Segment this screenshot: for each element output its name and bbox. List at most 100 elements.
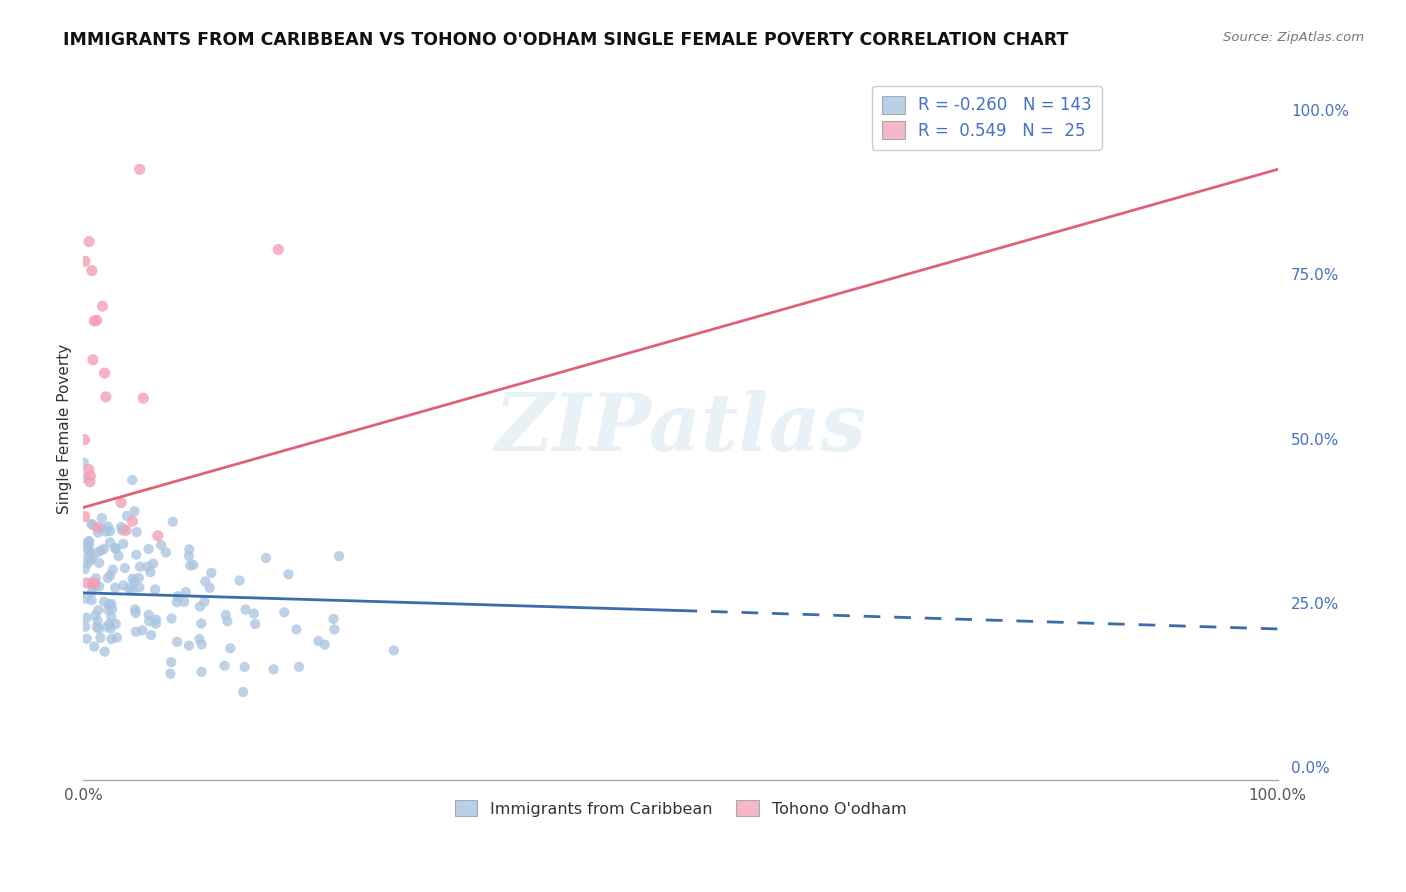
Point <box>190 616 212 631</box>
Point <box>114 561 136 575</box>
Point <box>121 572 143 586</box>
Point <box>125 624 148 639</box>
Point <box>314 638 336 652</box>
Point <box>82 352 104 367</box>
Point <box>166 635 188 649</box>
Point <box>121 473 143 487</box>
Point <box>90 543 112 558</box>
Point <box>75 591 97 606</box>
Point <box>98 568 121 582</box>
Point <box>131 624 153 638</box>
Point <box>73 254 96 268</box>
Point <box>96 620 118 634</box>
Point <box>217 615 239 629</box>
Text: Source: ZipAtlas.com: Source: ZipAtlas.com <box>1223 31 1364 45</box>
Point <box>138 542 160 557</box>
Point <box>308 634 330 648</box>
Point <box>79 468 101 483</box>
Point <box>273 605 295 619</box>
Point <box>124 602 146 616</box>
Point <box>75 537 97 551</box>
Point <box>83 576 105 591</box>
Point <box>162 515 184 529</box>
Point <box>93 366 115 380</box>
Point <box>87 622 110 636</box>
Point <box>84 579 107 593</box>
Point <box>243 607 266 621</box>
Point <box>125 606 148 620</box>
Point <box>382 643 405 657</box>
Text: ZIPatlas: ZIPatlas <box>495 390 866 467</box>
Point <box>80 516 103 531</box>
Point <box>87 545 110 559</box>
Point <box>82 578 104 592</box>
Point <box>219 641 242 656</box>
Point <box>142 557 165 571</box>
Point <box>105 631 128 645</box>
Point <box>235 602 257 616</box>
Point <box>89 631 111 645</box>
Point <box>86 520 108 534</box>
Point <box>100 609 122 624</box>
Point <box>188 632 211 646</box>
Point <box>82 518 104 533</box>
Point <box>245 617 267 632</box>
Point <box>73 433 96 447</box>
Point <box>83 640 105 654</box>
Point <box>128 162 150 177</box>
Point <box>98 617 121 632</box>
Point <box>77 550 100 565</box>
Point <box>166 590 188 604</box>
Point <box>107 549 129 563</box>
Point <box>90 521 112 535</box>
Point <box>190 665 212 679</box>
Point <box>155 545 177 559</box>
Point <box>177 549 200 563</box>
Point <box>104 617 127 632</box>
Point <box>143 582 166 597</box>
Point <box>93 541 115 556</box>
Point <box>232 685 254 699</box>
Point <box>215 608 238 623</box>
Point <box>177 639 200 653</box>
Point <box>160 611 183 625</box>
Point <box>145 616 167 631</box>
Point <box>76 557 98 571</box>
Point <box>124 504 146 518</box>
Point <box>98 535 121 549</box>
Text: IMMIGRANTS FROM CARIBBEAN VS TOHONO O'ODHAM SINGLE FEMALE POVERTY CORRELATION CH: IMMIGRANTS FROM CARIBBEAN VS TOHONO O'OD… <box>63 31 1069 49</box>
Point <box>76 632 98 646</box>
Point <box>267 243 290 257</box>
Point <box>75 620 97 634</box>
Point <box>100 597 122 611</box>
Point <box>285 623 308 637</box>
Point <box>86 614 108 628</box>
Point <box>138 614 160 628</box>
Point <box>200 566 222 580</box>
Point <box>288 659 311 673</box>
Point <box>79 475 101 489</box>
Point <box>233 660 256 674</box>
Point <box>115 524 138 538</box>
Point <box>83 575 105 590</box>
Point <box>179 542 201 557</box>
Point <box>104 541 127 556</box>
Point <box>77 534 100 549</box>
Point <box>80 593 103 607</box>
Point <box>98 524 121 538</box>
Point <box>89 579 111 593</box>
Point <box>146 529 169 543</box>
Point <box>194 574 217 589</box>
Point <box>97 519 120 533</box>
Point <box>328 549 350 564</box>
Point <box>91 299 114 313</box>
Point <box>188 599 211 614</box>
Point <box>228 574 250 588</box>
Point <box>100 632 122 646</box>
Point <box>86 313 108 327</box>
Point <box>101 563 124 577</box>
Point <box>77 534 100 549</box>
Point <box>97 571 120 585</box>
Point <box>100 622 122 636</box>
Legend: Immigrants from Caribbean, Tohono O'odham: Immigrants from Caribbean, Tohono O'odha… <box>447 792 914 825</box>
